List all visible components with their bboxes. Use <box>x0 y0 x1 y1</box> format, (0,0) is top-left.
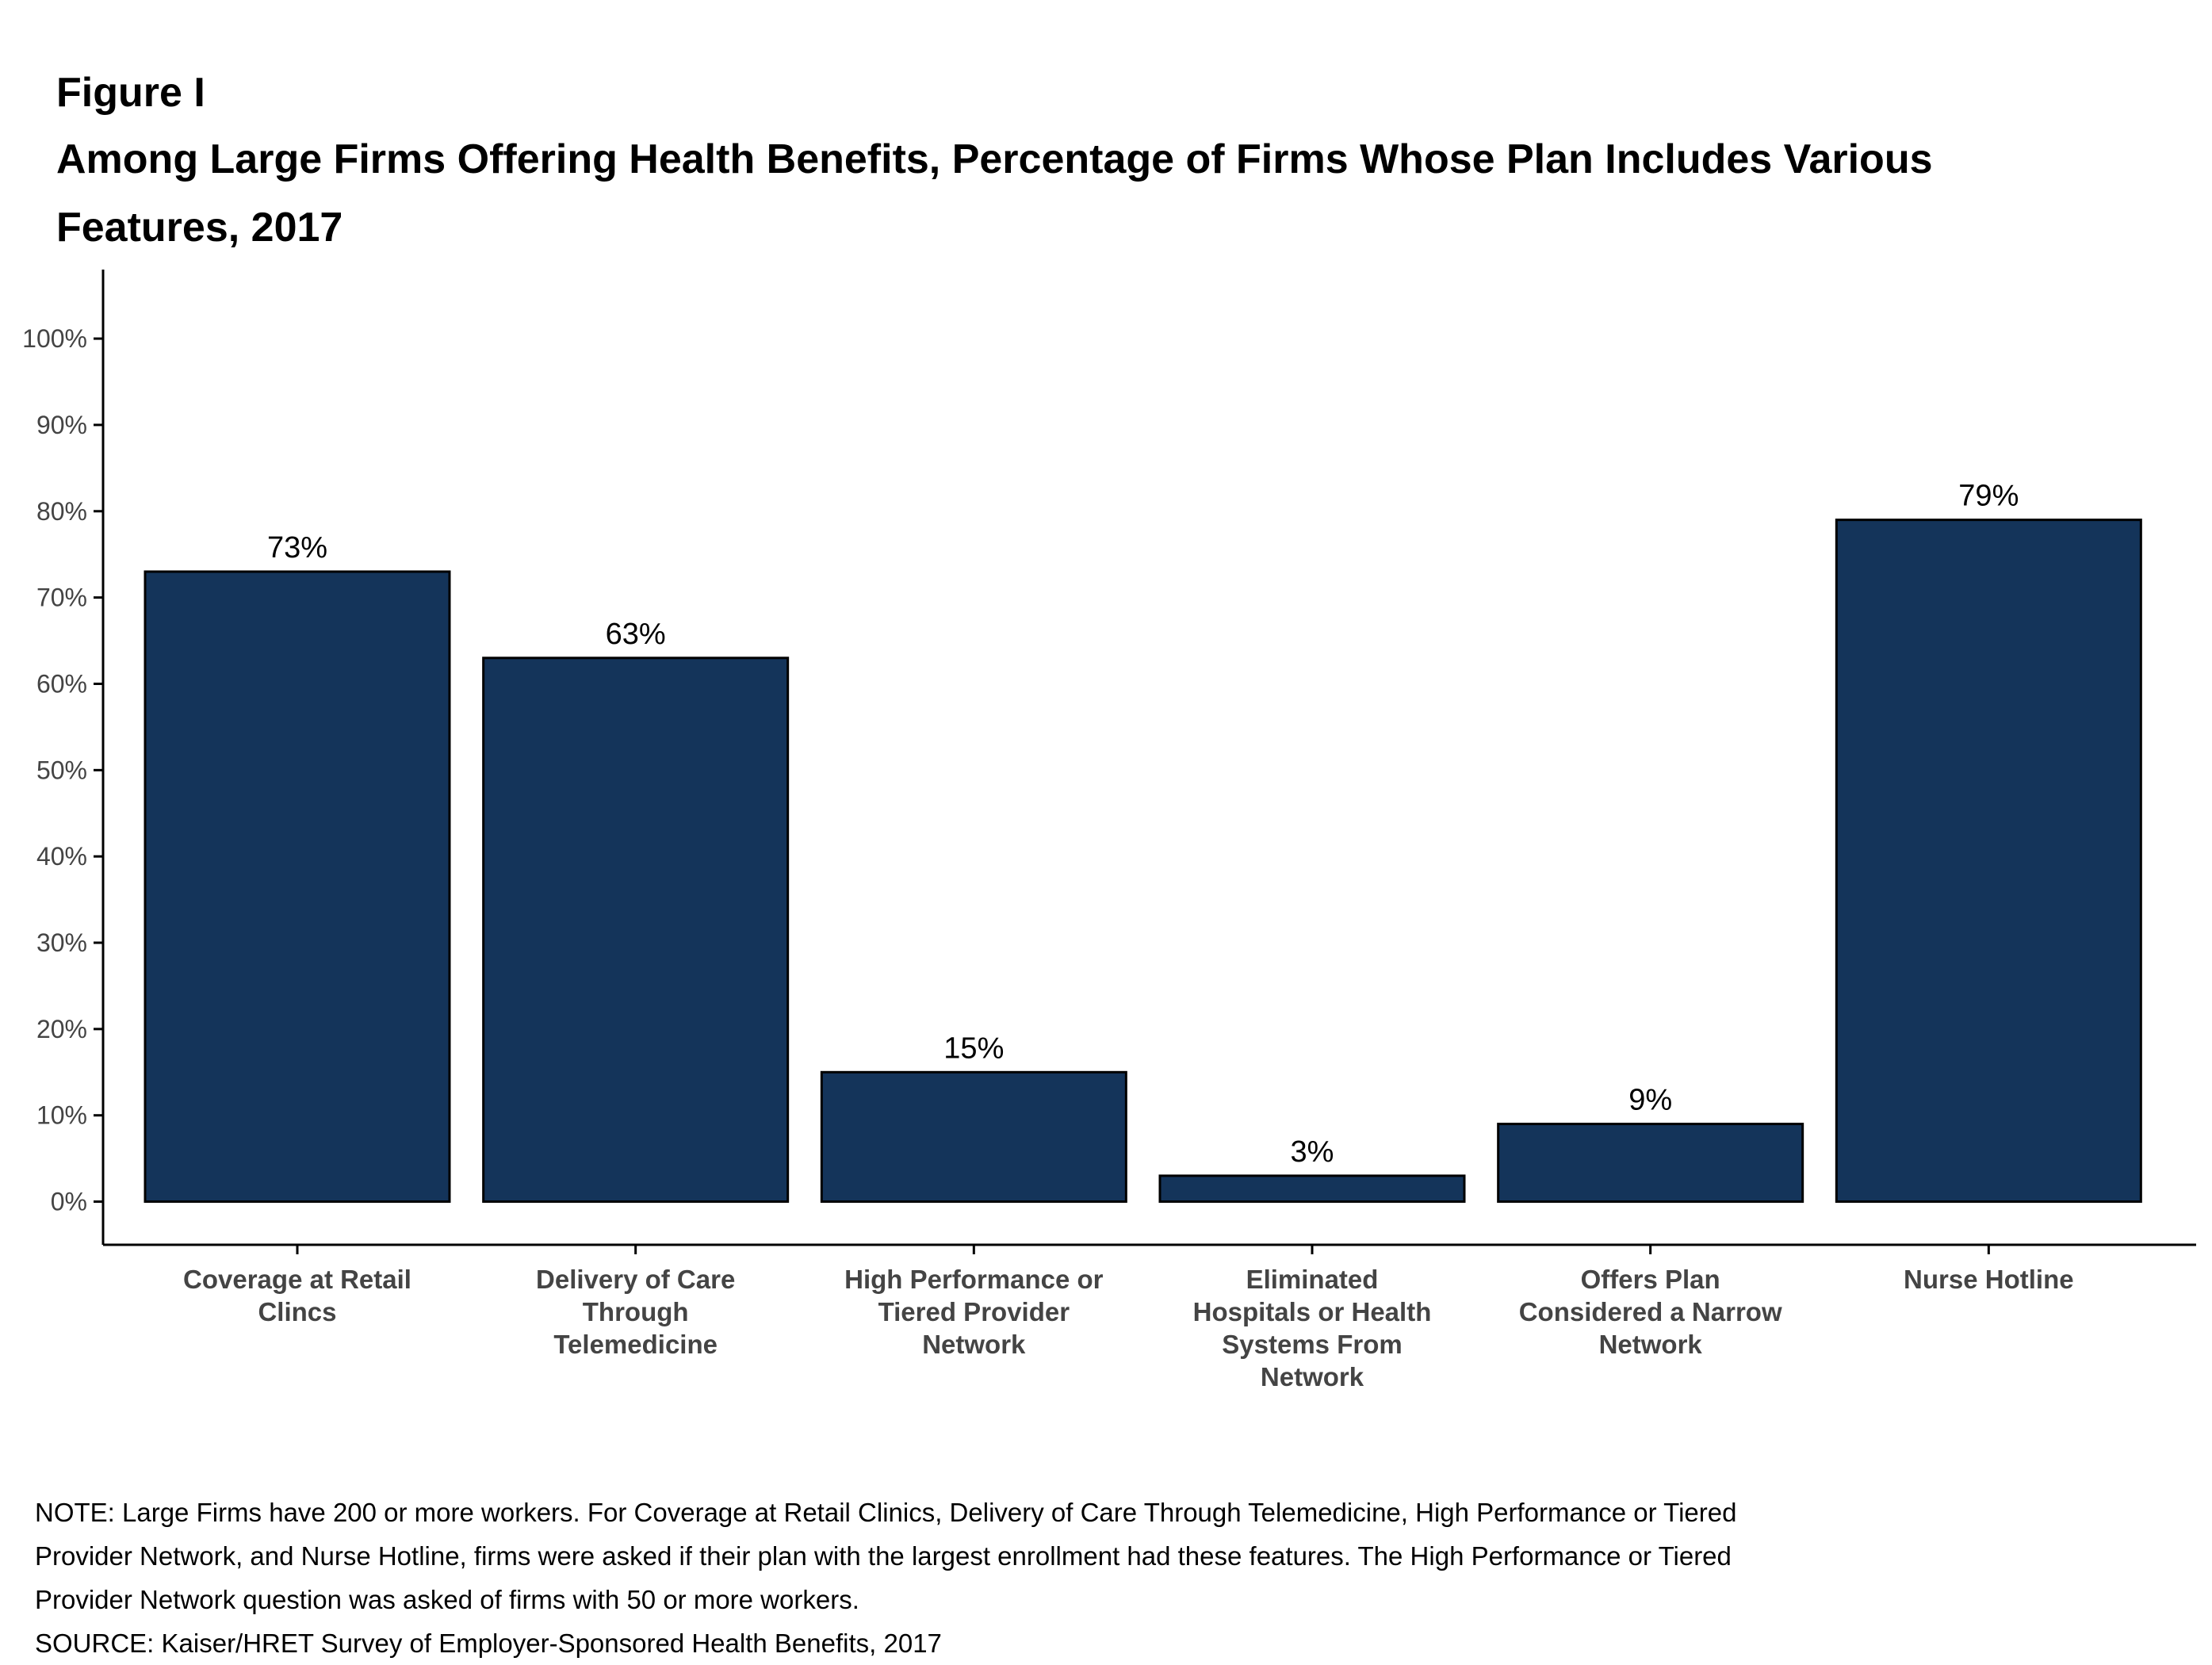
bar <box>482 656 790 1204</box>
bar <box>144 570 451 1204</box>
data-label: 79% <box>1958 480 2019 513</box>
category-label: Tiered Provider <box>878 1297 1070 1326</box>
bar <box>1835 519 2142 1204</box>
category-label: Nurse Hotline <box>1904 1265 2074 1294</box>
category-label: High Performance or <box>844 1265 1104 1294</box>
category-label: Delivery of Care <box>536 1265 735 1294</box>
y-tick-label: 10% <box>36 1101 87 1130</box>
bar-chart: 0% 10% 20% 30% 40% 50% 60% 70% 80% 90% 100% 73% Cove… <box>22 270 2196 1391</box>
y-tick-label: 80% <box>36 497 87 526</box>
y-tick-label: 20% <box>36 1015 87 1043</box>
category-label: Offers Plan <box>1581 1265 1720 1294</box>
category-label: Clincs <box>258 1297 336 1326</box>
note-line-2: Provider Network, and Nurse Hotline, fir… <box>35 1541 1732 1571</box>
category-label: Considered a Narrow <box>1519 1297 1782 1326</box>
bar <box>820 1070 1127 1204</box>
category-label: Telemedicine <box>553 1330 718 1359</box>
bar <box>1158 1174 1466 1204</box>
category-label: Coverage at Retail <box>183 1265 411 1294</box>
note-line-1: NOTE: Large Firms have 200 or more worke… <box>35 1498 1737 1527</box>
data-label: 3% <box>1291 1135 1334 1169</box>
category-label: Through <box>583 1297 689 1326</box>
y-tick-label: 100% <box>22 324 87 353</box>
y-tick-label: 0% <box>51 1188 87 1216</box>
data-label: 63% <box>606 618 666 651</box>
category-label: Network <box>1599 1330 1703 1359</box>
y-tick-label: 50% <box>36 756 87 784</box>
data-label: 73% <box>267 531 327 565</box>
y-tick-label: 60% <box>36 669 87 698</box>
category-label: Network <box>922 1330 1026 1359</box>
category-label: Hospitals or Health <box>1193 1297 1432 1326</box>
figure-label: Figure I <box>56 70 205 116</box>
bar <box>1497 1123 1804 1204</box>
chart-title: Among Large Firms Offering Health Benefi… <box>56 136 1933 251</box>
y-tick-label: 40% <box>36 842 87 871</box>
y-tick-label: 70% <box>36 584 87 612</box>
category-label: Systems From <box>1222 1330 1402 1359</box>
data-label: 15% <box>943 1032 1004 1065</box>
source-line: SOURCE: Kaiser/HRET Survey of Employer-S… <box>35 1629 942 1658</box>
data-label: 9% <box>1628 1084 1672 1117</box>
y-tick-label: 90% <box>36 411 87 439</box>
category-label: Eliminated <box>1246 1265 1379 1294</box>
note-line-3: Provider Network question was asked of f… <box>35 1585 859 1614</box>
category-label: Network <box>1261 1362 1364 1391</box>
chart-notes: NOTE: Large Firms have 200 or more worke… <box>35 1491 2017 1665</box>
y-tick-label: 30% <box>36 928 87 957</box>
